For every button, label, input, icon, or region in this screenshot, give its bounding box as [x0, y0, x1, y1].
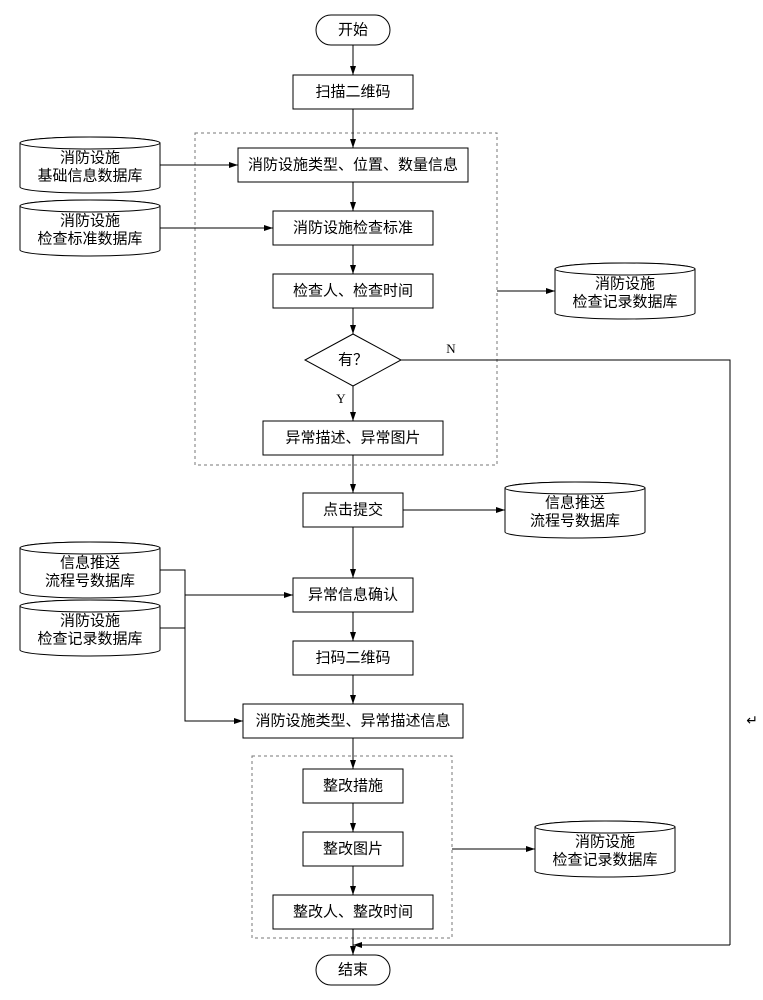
svg-text:Y: Y [336, 391, 346, 406]
svg-text:扫码二维码: 扫码二维码 [315, 649, 390, 666]
svg-text:消防设施类型、位置、数量信息: 消防设施类型、位置、数量信息 [248, 156, 458, 173]
svg-text:检查记录数据库: 检查记录数据库 [572, 293, 677, 310]
svg-text:消防设施: 消防设施 [60, 612, 120, 629]
svg-text:流程号数据库: 流程号数据库 [530, 512, 620, 529]
flowchart-diagram: 开始扫描二维码消防设施类型、位置、数量信息消防设施检查标准检查人、检查时间有？ 异… [0, 0, 763, 1000]
svg-text:信息推送: 信息推送 [545, 494, 605, 511]
svg-text:消防设施: 消防设施 [60, 212, 120, 229]
svg-text:检查标准数据库: 检查标准数据库 [37, 230, 142, 247]
svg-text:消防设施: 消防设施 [60, 149, 120, 166]
svg-text:点击提交: 点击提交 [323, 500, 383, 518]
svg-text:检查人、检查时间: 检查人、检查时间 [293, 282, 413, 299]
svg-text:整改图片: 整改图片 [323, 840, 383, 857]
svg-text:整改措施: 整改措施 [323, 777, 383, 794]
svg-text:↵: ↵ [746, 714, 758, 729]
svg-text:N: N [446, 341, 456, 356]
svg-text:检查记录数据库: 检查记录数据库 [552, 851, 657, 868]
svg-text:消防设施检查标准: 消防设施检查标准 [293, 219, 413, 236]
svg-text:消防设施: 消防设施 [595, 275, 655, 292]
svg-text:信息推送: 信息推送 [60, 554, 120, 571]
svg-text:结束: 结束 [338, 961, 368, 978]
svg-text:有？: 有？ [338, 351, 368, 368]
svg-text:开始: 开始 [338, 21, 368, 38]
svg-text:消防设施: 消防设施 [575, 833, 635, 850]
svg-text:消防设施类型、异常描述信息: 消防设施类型、异常描述信息 [255, 712, 450, 729]
svg-text:基础信息数据库: 基础信息数据库 [37, 167, 142, 184]
svg-text:异常信息确认: 异常信息确认 [308, 586, 398, 603]
svg-text:流程号数据库: 流程号数据库 [45, 572, 135, 589]
svg-text:检查记录数据库: 检查记录数据库 [37, 630, 142, 647]
svg-text:扫描二维码: 扫描二维码 [315, 83, 390, 100]
svg-text:异常描述、异常图片: 异常描述、异常图片 [285, 429, 420, 446]
svg-text:整改人、整改时间: 整改人、整改时间 [293, 903, 413, 920]
